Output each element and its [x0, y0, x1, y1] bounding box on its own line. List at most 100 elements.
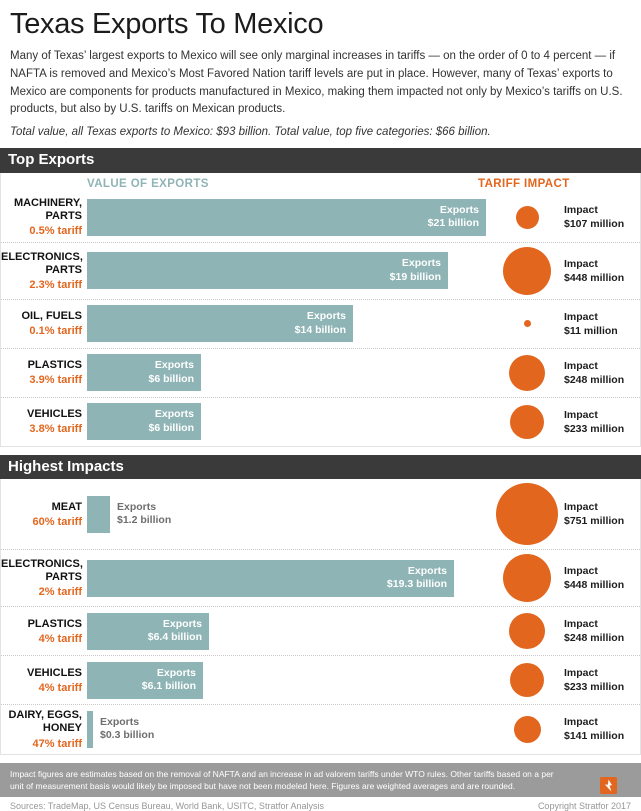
section-top-exports: Top Exports VALUE OF EXPORTS TARIFF IMPA…: [0, 148, 641, 447]
section-header-highest-impacts: Highest Impacts: [0, 454, 641, 480]
tariff-rate: 3.9% tariff: [29, 374, 82, 387]
export-bar: [87, 710, 93, 748]
impact-circle-wrap: [490, 404, 564, 439]
export-amount: $6 billion: [148, 421, 194, 434]
impact-area: Impact $107 million: [490, 203, 640, 231]
impact-word: Impact: [564, 359, 598, 372]
impact-word: Impact: [564, 310, 598, 323]
totals-note: Total value, all Texas exports to Mexico…: [10, 126, 491, 139]
tariff-rate: 47% tariff: [32, 737, 82, 750]
column-headers: VALUE OF EXPORTS TARIFF IMPACT: [1, 173, 640, 193]
impact-amount: $448 million: [564, 271, 625, 284]
tariff-rate: 0.1% tariff: [29, 325, 82, 338]
category-name: PLASTICS: [27, 359, 82, 372]
export-bar-area: Exports $21 billion: [87, 198, 490, 236]
impact-value-label: Impact $107 million: [564, 203, 624, 231]
impact-circle: [523, 320, 531, 328]
tariff-rate: 3.8% tariff: [29, 423, 82, 436]
category-label-block: OIL, FUELS 0.1% tariff: [1, 310, 87, 337]
export-bar-area: Exports $6 billion: [87, 354, 490, 392]
impact-area: Impact $141 million: [490, 715, 640, 743]
intro-paragraph: Many of Texas’ largest exports to Mexico…: [10, 50, 623, 116]
impact-value-label: Impact $248 million: [564, 617, 624, 645]
export-amount: $6 billion: [148, 372, 194, 385]
impact-value-label: Impact $751 million: [564, 500, 624, 528]
impact-word: Impact: [564, 667, 598, 680]
export-bar: [87, 495, 110, 533]
impact-circle-wrap: [490, 613, 564, 650]
impact-area: Impact $248 million: [490, 613, 640, 650]
category-name: VEHICLES: [26, 666, 82, 679]
footnote-bar: Impact figures are estimates based on th…: [0, 762, 641, 798]
impact-circle-wrap: [490, 483, 564, 546]
export-bar: Exports $6.1 billion: [87, 661, 203, 699]
export-word: Exports: [162, 617, 202, 630]
chart-row: OIL, FUELS 0.1% tariff Exports $14 billi…: [1, 298, 640, 348]
impact-circle-wrap: [490, 354, 564, 391]
category-label-block: MACHINERY, PARTS 0.5% tariff: [1, 197, 87, 237]
export-word: Exports: [117, 500, 157, 513]
impact-value-label: Impact $233 million: [564, 666, 624, 694]
impact-word: Impact: [564, 408, 598, 421]
impact-area: Impact $751 million: [490, 483, 640, 546]
export-amount: $1.2 billion: [117, 514, 172, 527]
section-body: MEAT 60% tariff Exports $1.2 billion Imp…: [0, 479, 641, 755]
chart-row: ELECTRONICS, PARTS 2% tariff Exports $19…: [1, 549, 640, 606]
export-value-label: Exports $21 billion: [428, 204, 486, 231]
export-value-label: Exports $6.1 billion: [142, 667, 203, 694]
export-bar-area: Exports $0.3 billion: [87, 710, 490, 748]
export-bar-area: Exports $19.3 billion: [87, 559, 490, 597]
stratfor-logo-icon: [600, 777, 617, 795]
category-name: VEHICLES: [26, 408, 82, 421]
export-bar-area: Exports $19 billion: [87, 252, 490, 290]
export-amount: $21 billion: [427, 217, 479, 230]
category-name: OIL, FUELS: [21, 310, 83, 323]
chart-row: ELECTRONICS, PARTS 2.3% tariff Exports $…: [1, 241, 640, 299]
export-word: Exports: [100, 715, 140, 728]
impact-word: Impact: [564, 204, 598, 217]
chart-row: PLASTICS 3.9% tariff Exports $6 billion …: [1, 347, 640, 397]
section-header-top-exports: Top Exports: [0, 148, 641, 173]
category-name: DAIRY, EGGS, HONEY: [8, 709, 82, 735]
category-name: MEAT: [51, 500, 82, 513]
export-word: Exports: [306, 310, 346, 323]
export-bar: Exports $14 billion: [87, 305, 353, 343]
section-title: Top Exports: [8, 151, 95, 169]
impact-circle: [503, 246, 551, 295]
header: Texas Exports To Mexico Many of Texas’ l…: [0, 0, 641, 138]
export-value-label: Exports $19.3 billion: [387, 565, 454, 592]
impact-word: Impact: [564, 618, 598, 631]
export-word: Exports: [154, 408, 194, 421]
export-amount: $6.4 billion: [147, 631, 202, 644]
tariff-rate: 4% tariff: [38, 632, 82, 645]
impact-column-header: TARIFF IMPACT: [478, 177, 570, 190]
chart-row: PLASTICS 4% tariff Exports $6.4 billion …: [1, 606, 640, 655]
category-label-block: VEHICLES 4% tariff: [1, 667, 87, 694]
export-bar: Exports $19.3 billion: [87, 559, 454, 597]
impact-amount: $248 million: [564, 373, 625, 386]
impact-value-label: Impact $448 million: [564, 257, 624, 285]
impact-area: Impact $233 million: [490, 663, 640, 698]
impact-area: Impact $448 million: [490, 554, 640, 603]
category-label-block: PLASTICS 3.9% tariff: [1, 359, 87, 386]
page-title: Texas Exports To Mexico: [10, 8, 324, 40]
export-amount: $6.1 billion: [141, 680, 196, 693]
impact-amount: $107 million: [564, 218, 625, 231]
tariff-rate: 2.3% tariff: [29, 278, 82, 291]
category-label-block: VEHICLES 3.8% tariff: [1, 408, 87, 435]
impact-circle: [509, 613, 545, 650]
export-bar-area: Exports $6 billion: [87, 403, 490, 441]
export-bar: Exports $6 billion: [87, 403, 201, 441]
impact-area: Impact $448 million: [490, 246, 640, 295]
copyright-text: Copyright Stratfor 2017: [537, 801, 631, 811]
impact-amount: $448 million: [564, 579, 625, 592]
export-value-label: Exports $14 billion: [295, 310, 353, 337]
export-amount: $19.3 billion: [386, 578, 447, 591]
impact-area: Impact $248 million: [490, 354, 640, 391]
category-name: ELECTRONICS, PARTS: [1, 250, 83, 276]
chart-row: DAIRY, EGGS, HONEY 47% tariff Exports $0…: [1, 704, 640, 753]
export-word: Exports: [156, 666, 196, 679]
export-word: Exports: [407, 564, 447, 577]
export-word: Exports: [401, 257, 441, 270]
impact-word: Impact: [564, 257, 598, 270]
